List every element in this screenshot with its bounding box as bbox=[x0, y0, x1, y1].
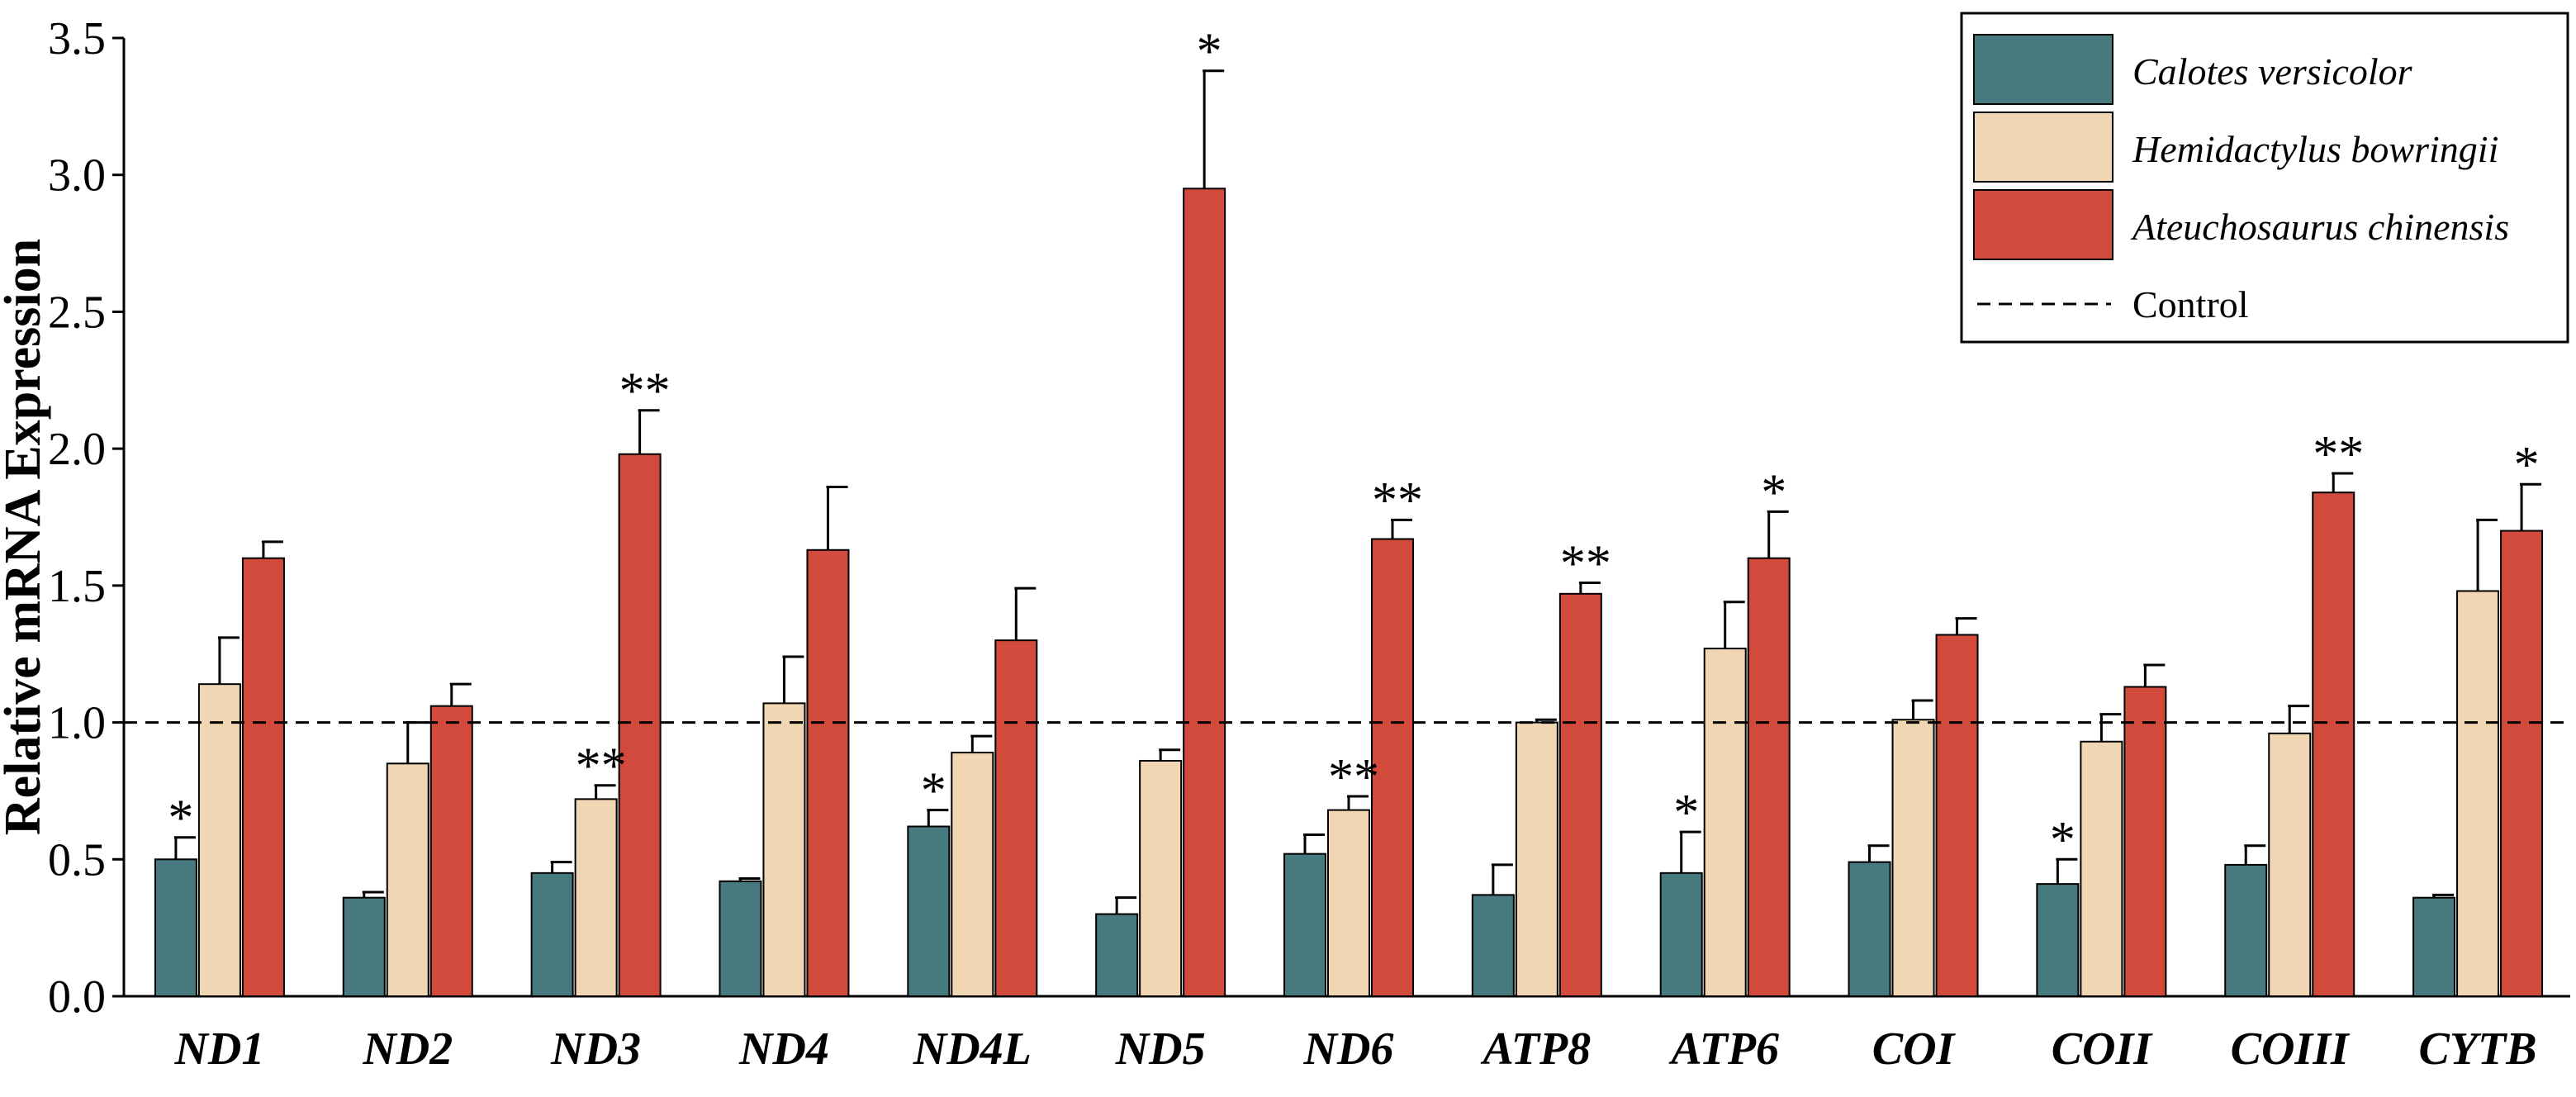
x-tick-labels: ND1 ND2 ND3 ND4 ND4L ND5 ND6 ATP8 ATP6 COI COII COI… bbox=[173, 1023, 2536, 1075]
significance-coii-calotes-versicolor: * bbox=[2050, 812, 2076, 868]
bar-coi-hemidactylus-bowringii bbox=[1891, 719, 1935, 997]
significance-nd1-calotes-versicolor: * bbox=[168, 791, 193, 847]
legend: Calotes versicolor Hemidactylus bowringi… bbox=[1960, 12, 2569, 344]
bar-nd2-ateuchosaurus-chinensis bbox=[429, 705, 473, 998]
x-tick-label-nd3: ND3 bbox=[550, 1023, 641, 1075]
x-tick-label-nd5: ND5 bbox=[1115, 1023, 1206, 1075]
significance-nd4l-calotes-versicolor: * bbox=[921, 763, 946, 819]
bar-nd1-calotes-versicolor bbox=[154, 858, 197, 998]
legend-label-hemidactylus-bowringii: Hemidactylus bowringii bbox=[2132, 128, 2498, 170]
bar-atp6-hemidactylus-bowringii bbox=[1703, 648, 1747, 997]
bar-atp6-calotes-versicolor bbox=[1659, 871, 1703, 998]
error-bars bbox=[173, 69, 2542, 914]
bar-coiii-ateuchosaurus-chinensis bbox=[2312, 492, 2355, 997]
bar-nd4-ateuchosaurus-chinensis bbox=[806, 548, 850, 997]
x-tick-label-atp8: ATP8 bbox=[1481, 1023, 1592, 1075]
legend-label-calotes-versicolor: Calotes versicolor bbox=[2132, 50, 2413, 93]
bar-nd3-calotes-versicolor bbox=[530, 871, 574, 998]
legend-swatch-ateuchosaurus-chinensis bbox=[1973, 189, 2113, 260]
bar-coi-calotes-versicolor bbox=[1848, 861, 1891, 997]
x-tick-label-coiii: COIII bbox=[2231, 1023, 2351, 1075]
x-tick-label-nd4l: ND4L bbox=[913, 1023, 1032, 1075]
bar-cytb-hemidactylus-bowringii bbox=[2456, 590, 2500, 997]
y-tick-label: 3.0 bbox=[48, 150, 106, 202]
significance-marks: ****************** * bbox=[168, 24, 2539, 869]
y-tick-label: 0.5 bbox=[48, 834, 106, 886]
significance-nd6-ateuchosaurus-chinensis: ** bbox=[1372, 473, 1423, 529]
bar-nd5-calotes-versicolor bbox=[1095, 913, 1139, 997]
legend-label-ateuchosaurus-chinensis: Ateuchosaurus chinensis bbox=[2130, 206, 2509, 248]
significance-atp6-ateuchosaurus-chinensis: * bbox=[1761, 464, 1786, 520]
legend-swatch-hemidactylus-bowringii bbox=[1973, 112, 2113, 183]
y-tick-label: 2.0 bbox=[48, 424, 106, 475]
bar-nd3-ateuchosaurus-chinensis bbox=[618, 453, 662, 997]
significance-nd3-ateuchosaurus-chinensis: ** bbox=[619, 363, 671, 420]
bar-coiii-hemidactylus-bowringii bbox=[2268, 732, 2312, 997]
bar-coi-ateuchosaurus-chinensis bbox=[1935, 634, 1979, 997]
y-tick-label: 3.5 bbox=[48, 13, 106, 64]
significance-nd3-hemidactylus-bowringii: ** bbox=[576, 738, 627, 795]
y-tick-label: 0.0 bbox=[48, 971, 106, 1023]
y-tick-label: 2.5 bbox=[48, 287, 106, 338]
bar-nd1-hemidactylus-bowringii bbox=[197, 683, 241, 998]
bar-coii-ateuchosaurus-chinensis bbox=[2123, 686, 2167, 997]
x-tick-label-atp6: ATP6 bbox=[1668, 1023, 1779, 1075]
bar-nd5-hemidactylus-bowringii bbox=[1139, 759, 1183, 997]
legend-label-control: Control bbox=[2132, 283, 2249, 325]
bar-atp8-ateuchosaurus-chinensis bbox=[1558, 592, 1602, 997]
bar-atp6-ateuchosaurus-chinensis bbox=[1747, 557, 1791, 997]
x-tick-label-nd2: ND2 bbox=[362, 1023, 453, 1075]
bar-nd4l-hemidactylus-bowringii bbox=[951, 752, 994, 997]
bar-cytb-calotes-versicolor bbox=[2412, 896, 2456, 997]
y-tick-label: 1.0 bbox=[48, 698, 106, 749]
y-tick-label: 1.5 bbox=[48, 561, 106, 612]
x-tick-label-cytb: CYTB bbox=[2419, 1023, 2537, 1075]
x-tick-label-coi: COI bbox=[1872, 1023, 1957, 1075]
bar-nd5-ateuchosaurus-chinensis bbox=[1183, 188, 1226, 998]
y-ticks: 0.0 0.5 1.0 1.5 2.0 2.5 3.0 3.5 bbox=[48, 13, 124, 1023]
bar-nd3-hemidactylus-bowringii bbox=[574, 798, 618, 997]
bar-nd1-ateuchosaurus-chinensis bbox=[241, 557, 285, 997]
legend-swatch-calotes-versicolor bbox=[1973, 34, 2113, 105]
x-tick-label-nd4: ND4 bbox=[738, 1023, 829, 1075]
significance-nd5-ateuchosaurus-chinensis: * bbox=[1197, 24, 1222, 80]
bar-cytb-ateuchosaurus-chinensis bbox=[2500, 530, 2544, 997]
bar-nd2-hemidactylus-bowringii bbox=[386, 762, 429, 997]
bar-coiii-calotes-versicolor bbox=[2224, 863, 2268, 998]
significance-atp8-ateuchosaurus-chinensis: ** bbox=[1560, 535, 1611, 591]
x-tick-label-nd6: ND6 bbox=[1303, 1023, 1394, 1075]
bar-nd6-calotes-versicolor bbox=[1283, 852, 1326, 997]
bar-nd4l-calotes-versicolor bbox=[907, 825, 951, 997]
significance-cytb-ateuchosaurus-chinensis: * bbox=[2514, 437, 2540, 493]
bar-nd6-hemidactylus-bowringii bbox=[1327, 809, 1370, 998]
bar-coii-hemidactylus-bowringii bbox=[2080, 740, 2123, 997]
bar-coii-calotes-versicolor bbox=[2036, 883, 2080, 997]
significance-atp6-calotes-versicolor: * bbox=[1673, 785, 1699, 841]
significance-nd6-hemidactylus-bowringii: ** bbox=[1328, 749, 1379, 805]
significance-coiii-ateuchosaurus-chinensis: ** bbox=[2313, 426, 2364, 482]
bars bbox=[154, 188, 2544, 998]
bar-atp8-hemidactylus-bowringii bbox=[1515, 721, 1558, 997]
y-axis-title: Relative mRNA Expression bbox=[0, 239, 51, 835]
x-tick-label-coii: COII bbox=[2052, 1023, 2154, 1075]
bar-nd4-calotes-versicolor bbox=[719, 880, 762, 998]
bar-nd4l-ateuchosaurus-chinensis bbox=[994, 639, 1038, 998]
bar-atp8-calotes-versicolor bbox=[1471, 894, 1515, 998]
x-tick-label-nd1: ND1 bbox=[173, 1023, 264, 1075]
bar-nd2-calotes-versicolor bbox=[342, 896, 386, 997]
bar-nd4-hemidactylus-bowringii bbox=[762, 702, 806, 997]
